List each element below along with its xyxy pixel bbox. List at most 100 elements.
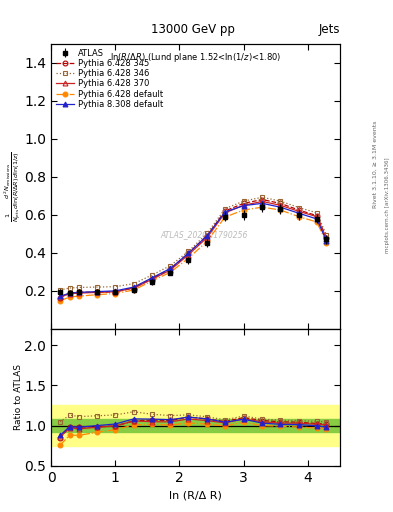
Pythia 6.428 346 [223, 206, 228, 212]
Line: Pythia 6.428 346: Pythia 6.428 346 [58, 195, 329, 292]
Pythia 6.428 default [94, 292, 99, 298]
Pythia 6.428 346 [94, 284, 99, 290]
Pythia 8.308 default [278, 204, 283, 210]
Pythia 6.428 default [241, 207, 246, 213]
Pythia 6.428 345 [58, 294, 62, 301]
Pythia 6.428 default [314, 219, 319, 225]
Pythia 6.428 345 [241, 200, 246, 206]
Pythia 6.428 346 [76, 284, 81, 290]
Pythia 6.428 370 [278, 202, 283, 208]
Pythia 6.428 345 [205, 232, 209, 239]
Pythia 6.428 345 [67, 290, 72, 296]
Pythia 6.428 345 [296, 207, 301, 213]
Pythia 6.428 default [324, 240, 329, 246]
Pythia 6.428 346 [168, 263, 173, 269]
Pythia 6.428 default [278, 207, 283, 213]
Pythia 8.308 default [76, 289, 81, 295]
Legend: ATLAS, Pythia 6.428 345, Pythia 6.428 346, Pythia 6.428 370, Pythia 6.428 defaul: ATLAS, Pythia 6.428 345, Pythia 6.428 34… [54, 47, 165, 111]
Pythia 6.428 345 [132, 285, 136, 291]
X-axis label: ln (R/Δ R): ln (R/Δ R) [169, 490, 222, 500]
Line: Pythia 6.428 370: Pythia 6.428 370 [58, 199, 329, 300]
Pythia 6.428 default [168, 269, 173, 275]
Pythia 6.428 345 [113, 289, 118, 295]
Pythia 8.308 default [324, 238, 329, 244]
Pythia 6.428 346 [324, 232, 329, 239]
Pythia 6.428 default [132, 287, 136, 293]
Pythia 6.428 346 [314, 210, 319, 216]
Pythia 6.428 346 [205, 230, 209, 237]
Y-axis label: $\frac{1}{N_\mathrm{jets}}\frac{d^2 N_\mathrm{emissions}}{d\ln(R/\Delta R)\,d\ln: $\frac{1}{N_\mathrm{jets}}\frac{d^2 N_\m… [2, 151, 23, 222]
Pythia 6.428 default [186, 255, 191, 261]
Pythia 6.428 346 [113, 284, 118, 290]
Pythia 8.308 default [67, 290, 72, 296]
Pythia 8.308 default [314, 216, 319, 222]
Y-axis label: Ratio to ATLAS: Ratio to ATLAS [14, 365, 23, 431]
Pythia 6.428 370 [58, 294, 62, 300]
Pythia 6.428 370 [186, 252, 191, 258]
Pythia 6.428 345 [149, 275, 154, 282]
Line: Pythia 6.428 default: Pythia 6.428 default [58, 205, 329, 303]
Pythia 8.308 default [132, 284, 136, 290]
Pythia 6.428 370 [324, 236, 329, 242]
Pythia 6.428 default [296, 214, 301, 220]
Pythia 6.428 345 [186, 250, 191, 257]
Pythia 6.428 370 [132, 285, 136, 291]
Pythia 6.428 default [113, 290, 118, 296]
Text: $\ln(R/\Delta R)$ (Lund plane 1.52<$\ln(1/z)$<1.80): $\ln(R/\Delta R)$ (Lund plane 1.52<$\ln(… [110, 51, 281, 63]
Pythia 8.308 default [296, 210, 301, 216]
Pythia 8.308 default [94, 289, 99, 295]
Pythia 6.428 346 [260, 194, 264, 200]
Line: Pythia 8.308 default: Pythia 8.308 default [58, 201, 329, 298]
Pythia 8.308 default [149, 275, 154, 281]
Pythia 6.428 346 [186, 248, 191, 254]
Text: mcplots.cern.ch [arXiv:1306.3436]: mcplots.cern.ch [arXiv:1306.3436] [385, 157, 389, 252]
Pythia 6.428 default [76, 293, 81, 300]
Pythia 6.428 345 [223, 208, 228, 214]
Pythia 6.428 370 [241, 202, 246, 208]
Text: ATLAS_2020_I1790256: ATLAS_2020_I1790256 [160, 230, 248, 239]
Text: Jets: Jets [318, 23, 340, 36]
Pythia 6.428 370 [168, 267, 173, 273]
Pythia 6.428 346 [132, 281, 136, 287]
Pythia 6.428 370 [94, 289, 99, 295]
Pythia 8.308 default [168, 265, 173, 271]
Pythia 8.308 default [113, 288, 118, 294]
Pythia 6.428 345 [168, 266, 173, 272]
Pythia 8.308 default [260, 200, 264, 206]
Pythia 6.428 370 [205, 234, 209, 241]
Pythia 8.308 default [223, 209, 228, 215]
Pythia 6.428 370 [296, 208, 301, 215]
Pythia 6.428 345 [278, 200, 283, 206]
Pythia 6.428 default [223, 214, 228, 220]
Pythia 8.308 default [205, 232, 209, 239]
Pythia 6.428 345 [94, 289, 99, 295]
Pythia 6.428 345 [76, 289, 81, 295]
Pythia 6.428 370 [260, 198, 264, 204]
Pythia 8.308 default [186, 250, 191, 257]
Pythia 6.428 345 [324, 235, 329, 241]
Line: Pythia 6.428 345: Pythia 6.428 345 [58, 197, 329, 300]
Text: Rivet 3.1.10, ≥ 3.1M events: Rivet 3.1.10, ≥ 3.1M events [373, 120, 378, 207]
Pythia 6.428 346 [67, 285, 72, 291]
Pythia 6.428 default [260, 204, 264, 210]
Pythia 6.428 370 [113, 289, 118, 295]
Pythia 6.428 345 [314, 212, 319, 219]
Pythia 6.428 default [149, 278, 154, 284]
Text: 13000 GeV pp: 13000 GeV pp [151, 23, 235, 36]
Pythia 6.428 370 [76, 290, 81, 296]
Pythia 6.428 346 [149, 272, 154, 278]
Pythia 6.428 370 [223, 210, 228, 216]
Pythia 6.428 370 [149, 276, 154, 283]
Pythia 6.428 default [67, 294, 72, 300]
Pythia 6.428 346 [296, 204, 301, 210]
Pythia 6.428 370 [67, 291, 72, 297]
Pythia 6.428 346 [241, 198, 246, 204]
Pythia 6.428 346 [278, 198, 283, 204]
Pythia 8.308 default [58, 293, 62, 300]
Pythia 6.428 default [58, 297, 62, 304]
Pythia 6.428 346 [58, 287, 62, 293]
Pythia 6.428 default [205, 238, 209, 244]
Pythia 6.428 370 [314, 214, 319, 220]
Pythia 6.428 345 [260, 197, 264, 203]
Pythia 8.308 default [241, 203, 246, 209]
